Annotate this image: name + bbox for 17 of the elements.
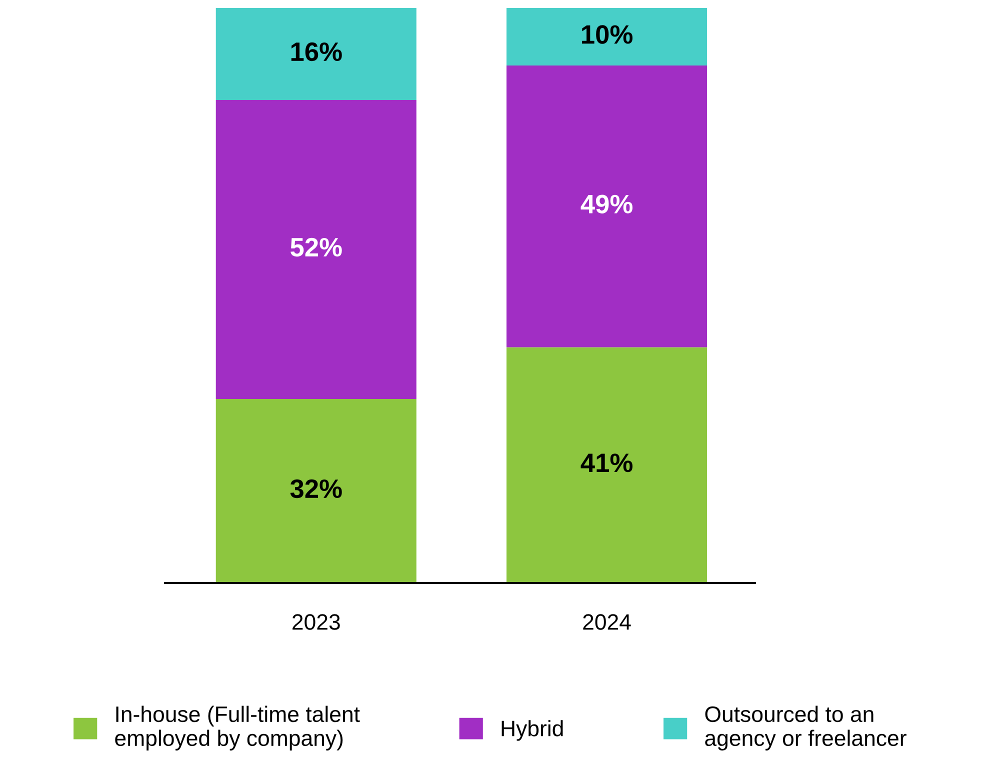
data-label: 10%	[582, 25, 632, 44]
legend-label: Outsourced to an agency or freelancer	[705, 706, 906, 750]
data-label: 52%	[290, 238, 342, 257]
data-label: 41%	[580, 454, 632, 472]
x-tick-label: 2023	[292, 614, 340, 630]
bar	[216, 100, 416, 399]
bar	[506, 347, 708, 583]
legend-label: In-house (Full-time talent employed by company)	[115, 706, 360, 750]
x-tick-label: 2024	[583, 614, 631, 630]
bar	[506, 66, 708, 348]
legend-label: Hybrid	[502, 720, 563, 741]
data-label: 49%	[580, 194, 632, 214]
data-label: 16%	[291, 42, 342, 62]
bar	[216, 399, 416, 583]
bar	[216, 8, 416, 100]
bar	[506, 8, 708, 66]
data-label: 32%	[290, 479, 342, 498]
